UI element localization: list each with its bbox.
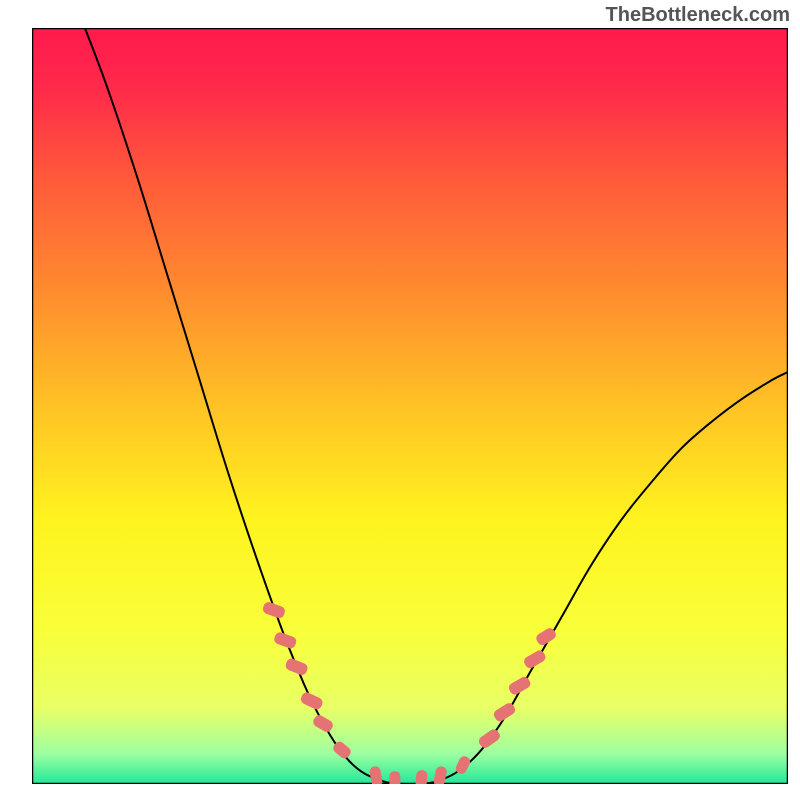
chart-container: TheBottleneck.com (0, 0, 800, 800)
plot-area (32, 28, 788, 784)
watermark-text: TheBottleneck.com (606, 4, 790, 27)
gradient-background (32, 28, 788, 784)
